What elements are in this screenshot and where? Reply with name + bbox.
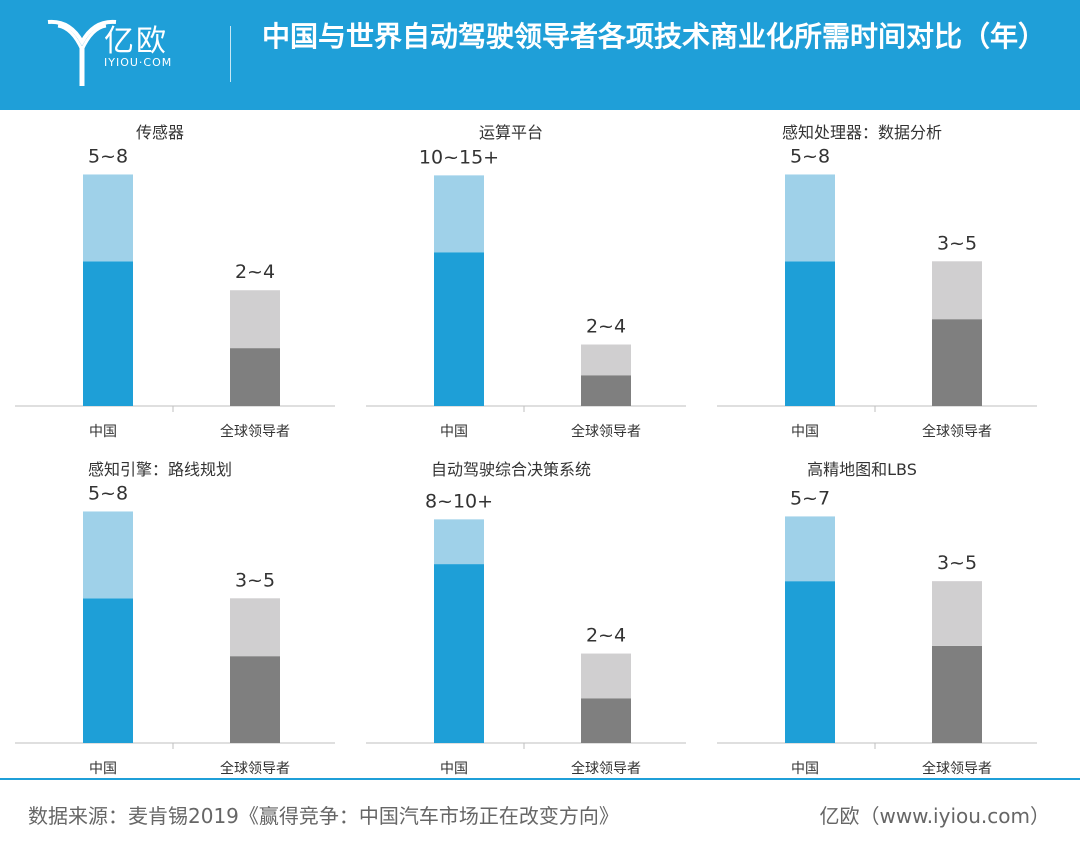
data-label: 8~10+ [425,490,493,512]
category-label: 全球领导者 [571,423,641,440]
category-label: 全球领导者 [922,423,992,440]
bar-range [83,511,133,599]
bar-base [785,581,835,743]
data-label: 5~8 [790,145,830,167]
bar-range [932,261,982,320]
bar-range [581,653,631,699]
header-divider [230,26,231,82]
logo-icon [47,19,117,86]
data-label: 5~8 [88,145,128,167]
chart-title: 高精地图和LBS [807,460,917,479]
chart-title: 感知引擎：路线规划 [88,460,232,479]
category-label: 中国 [791,424,819,440]
category-label: 全球领导者 [922,760,992,777]
category-label: 全球领导者 [220,423,290,440]
bar-base [785,261,835,406]
bar-base [83,598,133,743]
bar-range [230,290,280,349]
data-label: 3~5 [937,232,977,254]
data-label: 3~5 [235,569,275,591]
bar-base [434,252,484,406]
category-label: 全球领导者 [571,760,641,777]
bar-range [932,581,982,646]
bar-base [434,564,484,743]
footer-divider [0,778,1080,780]
bar-base [581,375,631,406]
data-label: 5~8 [88,482,128,504]
data-label: 10~15+ [419,146,499,168]
category-label: 中国 [440,761,468,777]
logo-text: 亿欧 [104,24,168,59]
data-label: 3~5 [937,552,977,574]
credit-note: 亿欧（www.iyiou.com） [819,804,1050,828]
bar-base [230,348,280,406]
category-label: 全球领导者 [220,760,290,777]
data-label: 2~4 [235,261,275,283]
bar-range [785,174,835,262]
chart-title: 感知处理器：数据分析 [782,123,942,142]
data-label: 2~4 [586,316,626,338]
page-title: 中国与世界自动驾驶领导者各项技术商业化所需时间对比（年） [262,20,1047,53]
data-label: 2~4 [586,625,626,647]
category-label: 中国 [791,761,819,777]
bar-base [581,698,631,743]
bar-base [230,656,280,743]
bar-base [83,261,133,406]
bar-range [581,344,631,376]
bar-range [434,175,484,253]
bar-base [932,645,982,743]
category-label: 中国 [89,761,117,777]
data-label: 5~7 [790,487,830,509]
chart-title: 自动驾驶综合决策系统 [431,460,591,479]
header-banner: 亿欧 IYIOU·COM 中国与世界自动驾驶领导者各项技术商业化所需时间对比（年… [0,0,1080,110]
source-note: 数据来源：麦肯锡2019《赢得竞争：中国汽车市场正在改变方向》 [28,804,619,828]
bar-range [785,516,835,582]
logo-subtext: IYIOU·COM [104,56,173,69]
category-label: 中国 [89,424,117,440]
chart-title: 运算平台 [479,123,543,142]
bar-range [83,174,133,262]
bar-base [932,319,982,406]
chart-title: 传感器 [136,123,184,142]
bar-range [434,519,484,565]
bar-range [230,598,280,657]
category-label: 中国 [440,424,468,440]
